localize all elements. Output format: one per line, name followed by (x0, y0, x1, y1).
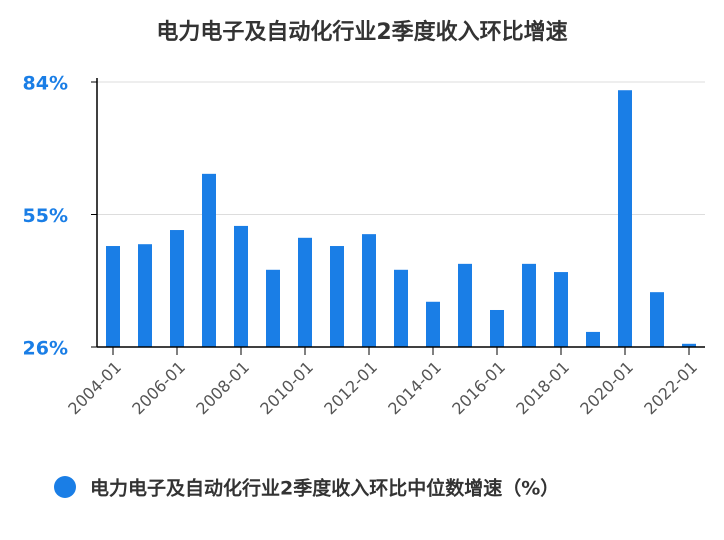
x-tick-label: 2014-01 (384, 358, 445, 419)
x-tick-label: 2004-01 (64, 358, 125, 419)
bar (362, 234, 376, 347)
x-tick-label: 2006-01 (128, 358, 189, 419)
bar (618, 90, 632, 348)
legend-label: 电力电子及自动化行业2季度收入环比中位数增速（%） (90, 477, 559, 500)
bar (106, 246, 120, 347)
x-tick-label: 2008-01 (192, 358, 253, 419)
bar (682, 343, 696, 347)
bar (586, 331, 600, 347)
bar (330, 246, 344, 347)
x-tick-label: 2010-01 (256, 358, 317, 419)
bar (554, 272, 568, 347)
bar (138, 244, 152, 347)
bar (458, 263, 472, 347)
y-tick-label: 26% (23, 338, 68, 360)
chart-title: 电力电子及自动化行业2季度收入环比增速 (156, 19, 567, 45)
bar (522, 263, 536, 347)
x-tick-label: 2012-01 (320, 358, 381, 419)
x-tick-label: 2022-01 (640, 358, 701, 419)
bar (202, 173, 216, 347)
x-tick-label: 2016-01 (448, 358, 509, 419)
x-tick-label: 2018-01 (512, 358, 573, 419)
x-tick-label: 2020-01 (576, 358, 637, 419)
y-tick-label: 55% (23, 205, 68, 227)
bar (170, 230, 184, 347)
bar (426, 301, 440, 347)
bar (266, 269, 280, 347)
legend-marker (54, 476, 76, 498)
bar (234, 225, 248, 347)
bar (394, 269, 408, 347)
y-tick-label: 84% (23, 73, 68, 95)
bar (298, 237, 312, 347)
bar (650, 292, 664, 347)
bar (490, 309, 504, 347)
